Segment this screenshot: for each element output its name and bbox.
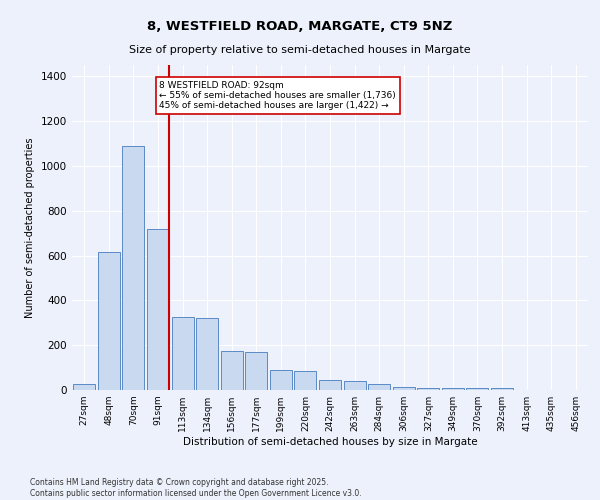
Bar	[442, 388, 464, 390]
Bar	[196, 318, 218, 390]
Bar	[98, 252, 120, 390]
Text: Size of property relative to semi-detached houses in Margate: Size of property relative to semi-detach…	[129, 45, 471, 55]
Bar	[491, 388, 513, 390]
Bar	[295, 371, 316, 390]
Bar	[417, 388, 439, 390]
Bar	[147, 228, 169, 390]
Bar	[466, 388, 488, 390]
Bar	[245, 352, 268, 390]
Bar	[319, 380, 341, 390]
Text: 8, WESTFIELD ROAD, MARGATE, CT9 5NZ: 8, WESTFIELD ROAD, MARGATE, CT9 5NZ	[148, 20, 452, 33]
Bar	[122, 146, 145, 390]
Bar	[344, 382, 365, 390]
Bar	[221, 351, 243, 390]
Bar	[368, 384, 390, 390]
Text: Contains HM Land Registry data © Crown copyright and database right 2025.
Contai: Contains HM Land Registry data © Crown c…	[30, 478, 362, 498]
X-axis label: Distribution of semi-detached houses by size in Margate: Distribution of semi-detached houses by …	[182, 437, 478, 447]
Bar	[73, 384, 95, 390]
Bar	[172, 317, 194, 390]
Bar	[270, 370, 292, 390]
Y-axis label: Number of semi-detached properties: Number of semi-detached properties	[25, 137, 35, 318]
Bar	[392, 387, 415, 390]
Text: 8 WESTFIELD ROAD: 92sqm
← 55% of semi-detached houses are smaller (1,736)
45% of: 8 WESTFIELD ROAD: 92sqm ← 55% of semi-de…	[159, 80, 396, 110]
